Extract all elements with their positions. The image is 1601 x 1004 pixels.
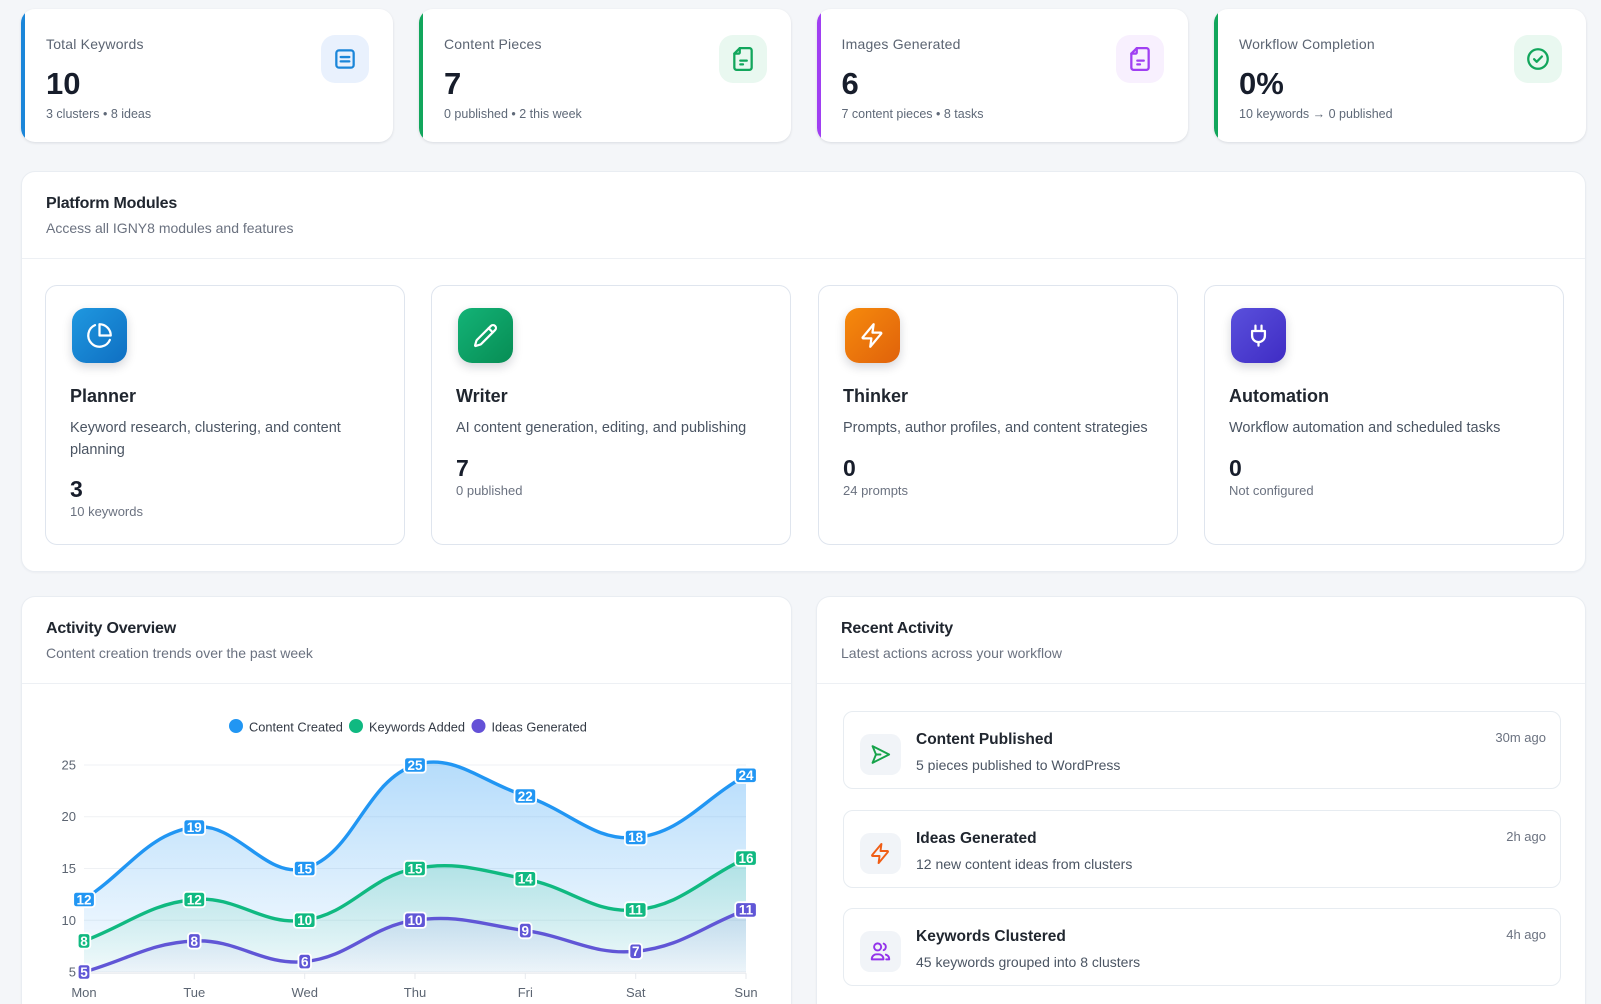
svg-text:Fri: Fri bbox=[518, 985, 533, 1000]
svg-text:24: 24 bbox=[738, 768, 754, 783]
svg-text:16: 16 bbox=[738, 851, 754, 866]
svg-text:9: 9 bbox=[522, 923, 530, 938]
svg-text:Mon: Mon bbox=[71, 985, 96, 1000]
svg-text:Tue: Tue bbox=[183, 985, 205, 1000]
svg-text:12: 12 bbox=[76, 892, 91, 907]
svg-text:8: 8 bbox=[80, 934, 88, 949]
svg-text:15: 15 bbox=[407, 861, 423, 876]
svg-text:11: 11 bbox=[739, 903, 754, 918]
svg-text:10: 10 bbox=[297, 913, 312, 928]
svg-text:Sun: Sun bbox=[734, 985, 757, 1000]
svg-text:22: 22 bbox=[518, 789, 533, 804]
svg-text:Wed: Wed bbox=[291, 985, 318, 1000]
svg-text:18: 18 bbox=[628, 830, 644, 845]
svg-text:10: 10 bbox=[62, 913, 76, 928]
svg-text:Keywords Added: Keywords Added bbox=[369, 720, 465, 735]
svg-text:20: 20 bbox=[62, 809, 76, 824]
svg-text:15: 15 bbox=[62, 861, 76, 876]
svg-text:25: 25 bbox=[407, 758, 423, 773]
svg-text:14: 14 bbox=[518, 872, 534, 887]
svg-text:5: 5 bbox=[80, 965, 88, 980]
svg-text:15: 15 bbox=[297, 861, 313, 876]
svg-text:10: 10 bbox=[407, 913, 422, 928]
svg-text:12: 12 bbox=[187, 892, 202, 907]
svg-text:11: 11 bbox=[629, 903, 644, 918]
svg-text:Thu: Thu bbox=[404, 985, 426, 1000]
svg-text:5: 5 bbox=[69, 965, 76, 980]
svg-text:19: 19 bbox=[187, 820, 202, 835]
svg-text:Content Created: Content Created bbox=[249, 720, 343, 735]
svg-text:25: 25 bbox=[62, 758, 76, 773]
svg-text:Sat: Sat bbox=[626, 985, 646, 1000]
svg-text:8: 8 bbox=[191, 934, 199, 949]
svg-text:6: 6 bbox=[301, 954, 309, 969]
svg-text:7: 7 bbox=[632, 944, 640, 959]
svg-text:Ideas Generated: Ideas Generated bbox=[492, 720, 587, 735]
